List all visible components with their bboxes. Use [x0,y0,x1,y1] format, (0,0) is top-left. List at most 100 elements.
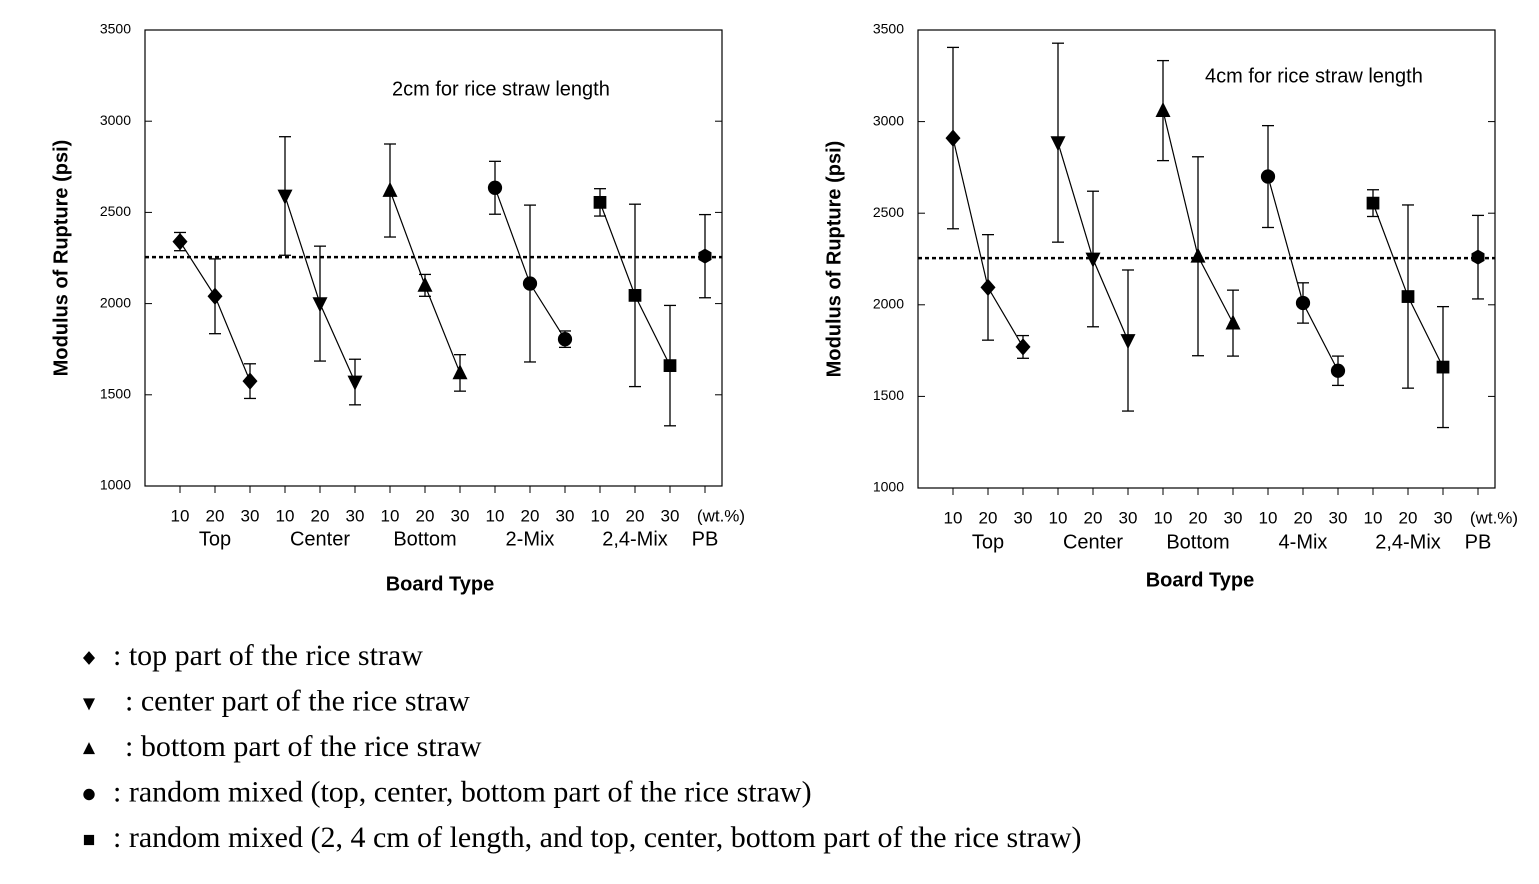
marker [312,297,328,313]
legend-label: : random mixed (2, 4 cm of length, and t… [113,821,1082,854]
x-tick-label: 10 [1259,508,1278,527]
marker [207,287,223,305]
group-label: 2,4-Mix [602,528,668,550]
legend-label: : center part of the rice straw [125,684,470,717]
x-axis-label: Board Type [386,573,495,595]
x-tick-label: 30 [1014,508,1033,527]
y-tick-label: 1000 [100,477,131,493]
marker [698,248,712,264]
x-tick-label: 10 [171,506,190,525]
y-tick-label: 3000 [100,112,131,128]
y-axis-label: Modulus of Rupture (psi) [823,141,845,378]
x-tick-label: 20 [1294,508,1313,527]
y-tick-label: 2500 [873,204,904,220]
series-line [1267,176,1339,372]
x-tick-label: 10 [1154,508,1173,527]
x-tick-label: 30 [241,506,260,525]
group-label: PB [1465,531,1492,553]
group-label: Bottom [1166,531,1229,553]
marker [242,372,258,390]
legend-marker [83,698,95,711]
marker [1295,295,1311,311]
marker [980,278,996,297]
marker [1260,169,1276,184]
marker [417,276,433,292]
x-tick-label: 30 [451,506,470,525]
legend-marker [83,788,95,801]
marker [1120,334,1136,350]
x-tick-label: 30 [346,506,365,525]
group-label: Top [199,528,231,550]
legend-label: : bottom part of the rice straw [125,730,482,763]
y-tick-label: 1500 [873,387,904,403]
legend-label: : top part of the rice straw [113,639,423,672]
y-tick-label: 2000 [100,294,131,310]
marker [172,232,188,251]
x-tick-label: 10 [381,506,400,525]
y-tick-label: 2500 [100,203,131,219]
x-tick-label: 20 [416,506,435,525]
x-tick-label: 30 [661,506,680,525]
marker [1225,314,1241,330]
y-tick-label: 2000 [873,296,904,312]
x-tick-label: 20 [521,506,540,525]
group-label: 2-Mix [506,528,555,550]
x-tick-label: 20 [1189,508,1208,527]
y-tick-label: 3500 [100,21,131,37]
legend-marker [83,834,95,846]
x-tick-label: (wt.%) [1470,508,1518,527]
x-tick-label: 20 [311,506,330,525]
annotation: 4cm for rice straw length [1205,65,1423,87]
legend-marker [83,651,95,665]
group-label: Top [972,531,1004,553]
x-axis-label: Board Type [1146,569,1255,591]
legend-label: : random mixed (top, center, bottom part… [113,775,812,808]
marker [663,359,677,372]
legend-marker [83,742,95,755]
marker [1015,338,1031,356]
marker [522,276,538,291]
group-label: 2,4-Mix [1375,531,1441,553]
marker [277,189,293,205]
x-tick-label: 20 [1399,508,1418,527]
x-tick-label: 10 [944,508,963,527]
group-label: Bottom [393,528,456,550]
marker [945,129,961,147]
marker [1436,360,1450,374]
x-tick-label: (wt.%) [697,506,745,525]
x-tick-label: 10 [591,506,610,525]
marker [347,375,363,391]
marker [593,195,607,209]
x-tick-label: 20 [626,506,645,525]
x-tick-label: 10 [276,506,295,525]
y-tick-label: 1000 [873,479,904,495]
marker [628,289,642,302]
marker [557,332,573,347]
y-tick-label: 1500 [100,386,131,402]
annotation: 2cm for rice straw length [392,78,610,100]
marker [1050,136,1066,152]
x-tick-label: 30 [1119,508,1138,527]
y-tick-label: 3500 [873,21,904,37]
group-label: Center [290,528,350,550]
x-tick-label: 30 [1434,508,1453,527]
marker [1366,196,1380,210]
marker [1330,363,1346,378]
x-tick-label: 10 [486,506,505,525]
marker [1401,290,1415,303]
marker [452,364,468,380]
y-axis-label: Modulus of Rupture (psi) [50,140,72,377]
marker [1471,249,1485,265]
group-label: Center [1063,531,1123,553]
x-tick-label: 20 [1084,508,1103,527]
x-tick-label: 30 [1224,508,1243,527]
x-tick-label: 30 [556,506,575,525]
marker [1155,101,1171,117]
marker [1190,247,1206,263]
group-label: 4-Mix [1279,531,1328,553]
group-label: PB [692,528,719,550]
x-tick-label: 10 [1364,508,1383,527]
x-tick-label: 20 [979,508,998,527]
marker [487,180,503,195]
